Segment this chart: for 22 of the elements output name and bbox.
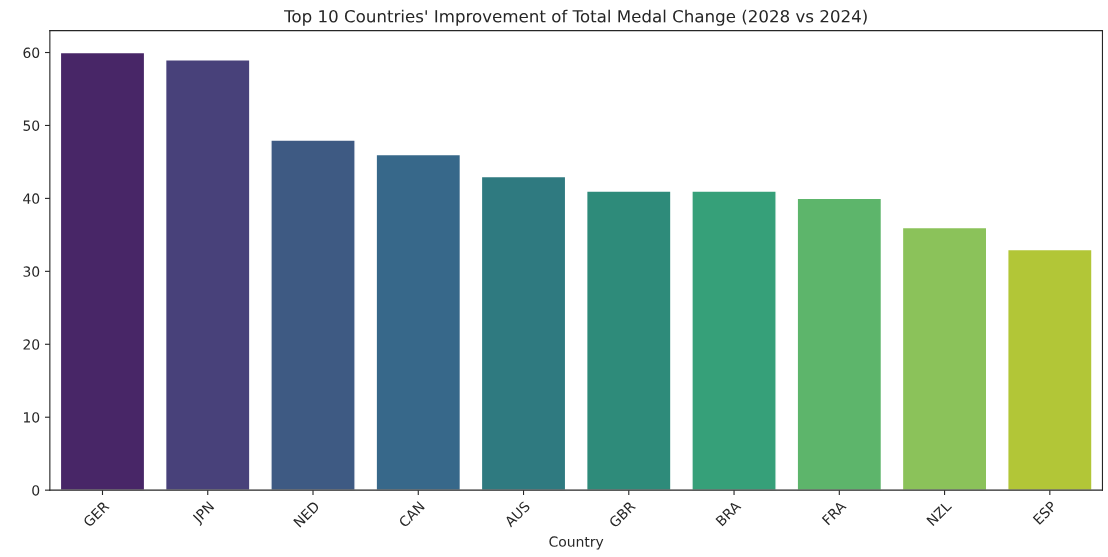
y-tick-label: 10 — [23, 412, 40, 423]
x-tick-label: FRA — [821, 500, 847, 526]
bar — [164, 59, 251, 491]
y-tick-label: 0 — [32, 485, 40, 496]
chart-title: Top 10 Countries' Improvement of Total Medal Change (2028 vs 2024) — [284, 9, 867, 26]
bar — [901, 226, 988, 491]
y-tick-label: 40 — [23, 193, 40, 204]
x-tick-label: BRA — [715, 500, 742, 527]
y-tick-label: 60 — [23, 47, 40, 58]
y-tick-label: 50 — [23, 120, 40, 131]
bar — [375, 153, 462, 491]
bar — [59, 51, 146, 491]
bar — [270, 139, 356, 491]
y-tick-label: 20 — [23, 339, 40, 350]
bar — [585, 190, 672, 491]
x-tick-label: NZL — [926, 500, 952, 526]
y-tick-label: 30 — [23, 266, 40, 277]
x-axis-title: Country — [549, 536, 604, 550]
bar — [1007, 248, 1093, 491]
bar — [796, 197, 883, 491]
bar — [691, 190, 777, 491]
bar — [480, 175, 567, 491]
